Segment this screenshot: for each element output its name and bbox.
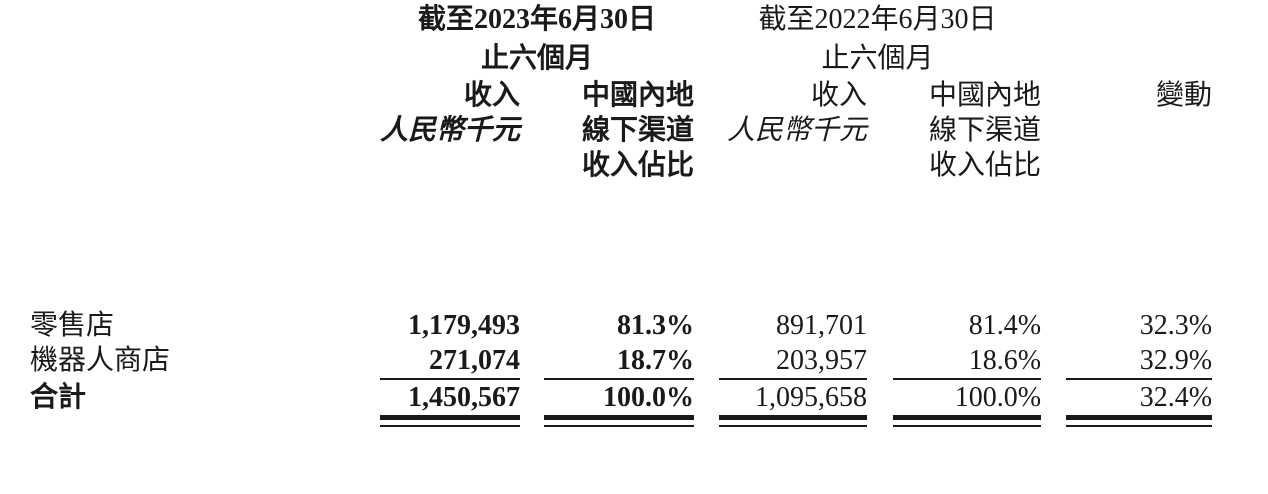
column-rule-cell — [867, 378, 1042, 380]
share-2022-cell: 18.6% — [968, 345, 1042, 376]
spacer-cell — [1041, 0, 1212, 78]
table-row-robot-shops: 機器人商店 271,074 18.7% 203,957 18.6% 32.9% — [0, 343, 1212, 378]
total-share-2023-cell: 100.0% — [603, 382, 695, 413]
channel-share-2022-line2: 線下渠道 — [929, 115, 1042, 146]
total-double-rule — [1066, 415, 1213, 427]
period-2022-line2: 止六個月 — [821, 43, 934, 74]
revenue-label-2023: 收入 — [463, 80, 520, 111]
channel-share-2022-line1: 中國內地 — [929, 80, 1042, 111]
column-rule — [719, 378, 868, 380]
column-rule-cell — [380, 378, 520, 380]
revenue-2023-cell: 1,179,493 — [408, 310, 520, 341]
change-label: 變動 — [1156, 80, 1213, 111]
total-rule-row — [0, 415, 1213, 427]
column-rule — [544, 378, 695, 380]
total-double-rule — [719, 415, 868, 427]
change-cell: 32.9% — [1139, 345, 1213, 376]
column-rule-cell — [1041, 378, 1213, 380]
revenue-2022-cell: 891,701 — [776, 310, 868, 341]
total-revenue-2023-cell: 1,450,567 — [408, 382, 520, 413]
row-label: 機器人商店 — [30, 345, 171, 376]
share-2023-cell: 18.7% — [617, 345, 695, 376]
period-2023-line2: 止六個月 — [481, 43, 594, 74]
total-row-label: 合計 — [30, 382, 87, 413]
column-rule — [380, 378, 520, 380]
change-cell: 32.3% — [1139, 310, 1213, 341]
total-double-rule — [380, 415, 520, 427]
total-rule-cell — [867, 415, 1042, 427]
period-header-2022: 截至2022年6月30日 止六個月 — [694, 0, 1041, 78]
channel-share-2023-line3: 收入佔比 — [582, 150, 695, 181]
revenue-2023-cell: 271,074 — [429, 345, 520, 376]
revenue-unit-2023: 人民幣千元 — [380, 115, 521, 146]
period-header-2023: 截至2023年6月30日 止六個月 — [380, 0, 694, 78]
share-2022-cell: 81.4% — [968, 310, 1042, 341]
total-change-cell: 32.4% — [1139, 382, 1213, 413]
table-row-retail-stores: 零售店 1,179,493 81.3% 891,701 81.4% 32.3% — [0, 258, 1212, 343]
col-header-revenue-2023: 收入 人民幣千元 — [380, 78, 520, 258]
total-double-rule — [544, 415, 695, 427]
period-2022-line1: 截至2022年6月30日 — [758, 4, 997, 35]
column-rule — [893, 378, 1042, 380]
subtotal-rule-row — [0, 378, 1213, 380]
revenue-label-2022: 收入 — [811, 80, 868, 111]
share-2023-cell: 81.3% — [617, 310, 695, 341]
total-double-rule — [893, 415, 1042, 427]
period-2023-line1: 截至2023年6月30日 — [418, 4, 657, 35]
channel-share-2023-line2: 線下渠道 — [582, 115, 695, 146]
col-header-revenue-2022: 收入 人民幣千元 — [694, 78, 867, 258]
column-rule — [1066, 378, 1213, 380]
total-revenue-2022-cell: 1,095,658 — [755, 382, 868, 413]
row-label: 零售店 — [30, 310, 115, 341]
period-header-row: 截至2023年6月30日 止六個月 截至2022年6月30日 止六個月 — [0, 0, 1212, 78]
revenue-2022-cell: 203,957 — [776, 345, 868, 376]
channel-share-2022-line3: 收入佔比 — [929, 150, 1042, 181]
col-header-channel-share-2022: 中國內地 線下渠道 收入佔比 — [867, 78, 1041, 258]
total-rule-cell — [1041, 415, 1213, 427]
total-rule-cell — [520, 415, 695, 427]
channel-share-2023-line1: 中國內地 — [582, 80, 695, 111]
revenue-unit-2022: 人民幣千元 — [727, 115, 868, 146]
column-rule-cell — [520, 378, 695, 380]
spacer-cell — [0, 415, 380, 427]
spacer-cell — [0, 0, 380, 78]
col-header-channel-share-2023: 中國內地 線下渠道 收入佔比 — [520, 78, 694, 258]
total-rule-cell — [380, 415, 520, 427]
column-header-row: 收入 人民幣千元 中國內地 線下渠道 收入佔比 收入 人民幣千元 中國內地 線下… — [0, 78, 1212, 258]
column-rule-cell — [694, 378, 868, 380]
table-row-total: 合計 1,450,567 100.0% 1,095,658 100.0% 32.… — [0, 380, 1212, 415]
col-header-change: 變動 — [1041, 78, 1212, 258]
total-rule-cell — [694, 415, 868, 427]
revenue-breakdown-table: 截至2023年6月30日 止六個月 截至2022年6月30日 止六個月 收入 人… — [0, 0, 1213, 427]
total-share-2022-cell: 100.0% — [954, 382, 1042, 413]
spacer-cell — [0, 78, 380, 258]
